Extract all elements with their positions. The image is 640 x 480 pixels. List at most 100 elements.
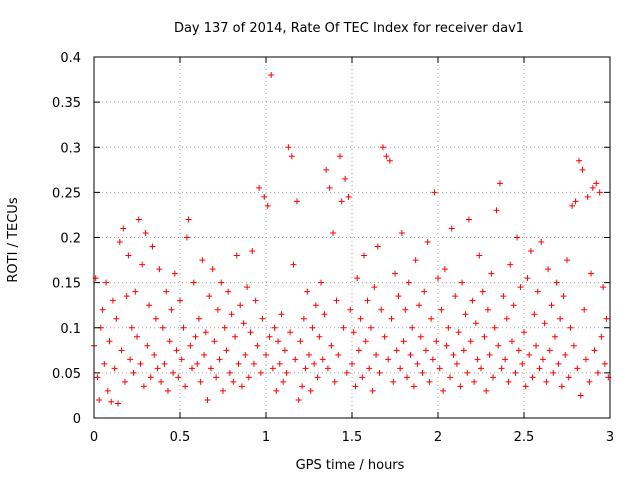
data-point — [128, 324, 135, 331]
data-point — [603, 315, 610, 322]
data-point — [103, 279, 110, 286]
data-point — [371, 284, 378, 291]
data-point — [601, 360, 608, 367]
data-point — [109, 297, 116, 304]
data-point — [225, 288, 232, 295]
data-point — [275, 338, 282, 345]
data-point — [164, 387, 171, 394]
y-tick-label: 0.05 — [52, 367, 81, 382]
data-point — [209, 266, 216, 273]
data-point — [118, 347, 125, 354]
data-point — [379, 144, 386, 151]
data-point — [263, 351, 269, 358]
data-point — [221, 324, 228, 331]
data-point — [472, 320, 479, 327]
data-point — [508, 338, 515, 345]
data-point — [206, 293, 213, 300]
data-point — [300, 315, 307, 322]
data-point — [453, 360, 460, 367]
data-point — [476, 252, 483, 259]
data-point — [123, 293, 130, 300]
data-point — [557, 315, 564, 322]
data-point — [533, 342, 540, 349]
y-tick-labels: 0 0.05 0.1 0.15 0.2 0.25 0.3 0.35 0.4 — [52, 51, 81, 427]
data-point — [259, 315, 266, 322]
data-point — [400, 338, 407, 345]
data-point — [207, 365, 214, 372]
data-point — [517, 284, 524, 291]
data-point — [245, 374, 252, 381]
data-point — [302, 365, 309, 372]
data-point — [354, 275, 361, 282]
data-point — [471, 378, 478, 385]
grid — [94, 57, 610, 418]
data-point — [345, 193, 352, 200]
data-point — [581, 306, 588, 313]
data-point — [392, 270, 398, 277]
data-point — [593, 180, 600, 187]
data-point — [273, 387, 280, 394]
data-point — [257, 369, 264, 376]
data-point — [447, 374, 454, 381]
data-point — [534, 288, 541, 295]
data-point — [235, 360, 242, 367]
data-point — [299, 383, 306, 390]
data-point — [211, 338, 218, 345]
data-point — [596, 189, 603, 196]
data-point — [149, 243, 156, 250]
data-point — [254, 342, 261, 349]
data-point — [483, 387, 490, 394]
data-point — [479, 288, 486, 295]
y-axis-label: ROTI / TECUs — [6, 197, 21, 282]
data-point — [266, 333, 273, 340]
data-point — [428, 315, 435, 322]
data-point — [318, 279, 325, 286]
data-point — [250, 360, 257, 367]
data-point — [190, 279, 197, 286]
data-point — [478, 365, 484, 372]
data-point — [373, 351, 380, 358]
data-point — [524, 275, 531, 282]
data-point — [410, 383, 417, 390]
data-point — [147, 374, 154, 381]
data-point — [261, 193, 268, 200]
data-point — [116, 239, 123, 246]
data-point — [199, 257, 206, 264]
data-point — [600, 284, 607, 291]
data-point — [569, 202, 576, 209]
data-point — [412, 257, 419, 264]
x-tick-label: 1 — [262, 430, 270, 445]
data-points — [91, 72, 612, 407]
data-point — [436, 365, 443, 372]
data-point — [256, 184, 263, 191]
x-tick-label: 3 — [606, 430, 614, 445]
data-point — [500, 293, 507, 300]
data-point — [416, 302, 423, 309]
data-point — [146, 302, 153, 309]
data-point — [493, 207, 500, 214]
data-point — [125, 252, 132, 259]
data-point — [202, 329, 209, 336]
data-point — [295, 396, 302, 403]
data-point — [137, 360, 144, 367]
data-point — [319, 356, 326, 363]
data-point — [576, 157, 583, 164]
data-point — [519, 360, 526, 367]
data-point — [130, 369, 137, 376]
data-point — [314, 374, 321, 381]
data-point — [173, 347, 180, 354]
data-point — [290, 261, 297, 268]
y-tick-label: 0.15 — [52, 277, 81, 292]
data-point — [166, 338, 173, 345]
data-point — [450, 351, 457, 358]
data-point — [281, 347, 288, 354]
data-point — [237, 302, 244, 309]
data-point — [187, 342, 194, 349]
data-point — [135, 216, 142, 223]
chart-title: Day 137 of 2014, Rate Of TEC Index for r… — [174, 21, 524, 36]
data-point — [328, 342, 335, 349]
data-point — [240, 320, 247, 327]
data-point — [330, 229, 337, 236]
data-point — [429, 356, 436, 363]
data-point — [558, 383, 565, 390]
